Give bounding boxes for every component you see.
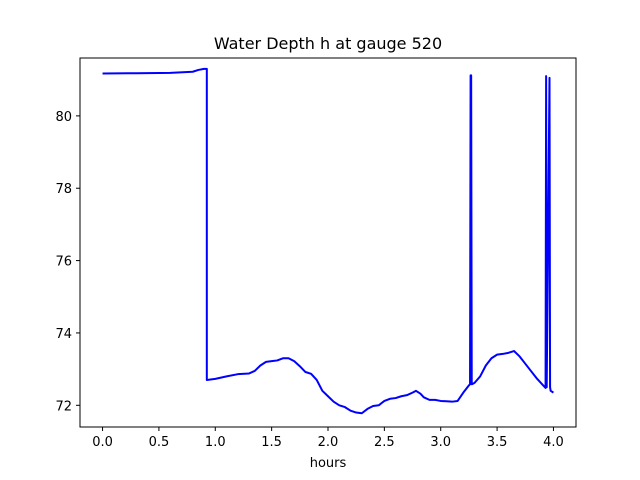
y-tick-label: 72 [55, 399, 72, 414]
x-tick-label: 3.0 [430, 435, 451, 450]
plot-area [102, 67, 554, 415]
x-tick-label: 4.0 [543, 435, 564, 450]
y-tick-label: 80 [55, 110, 72, 125]
x-tick-label: 0.0 [92, 435, 113, 450]
y-tick-label: 76 [55, 255, 72, 270]
x-tick-label: 3.5 [487, 435, 508, 450]
x-tick-label: 1.0 [205, 435, 226, 450]
y-tick-label: 78 [55, 182, 72, 197]
chart-title: Water Depth h at gauge 520 [214, 34, 442, 53]
x-tick-label: 2.0 [318, 435, 339, 450]
y-axis-ticks: 72 74 76 78 80 [55, 110, 80, 414]
x-tick-label: 1.5 [261, 435, 282, 450]
x-axis-title: hours [310, 456, 347, 471]
y-tick-label: 74 [55, 327, 72, 342]
x-axis-ticks: 0.0 0.5 1.0 1.5 2.0 2.5 3.0 3.5 4.0 [92, 427, 564, 450]
x-tick-label: 2.5 [374, 435, 395, 450]
x-tick-label: 0.5 [149, 435, 170, 450]
water-depth-line [102, 67, 554, 415]
